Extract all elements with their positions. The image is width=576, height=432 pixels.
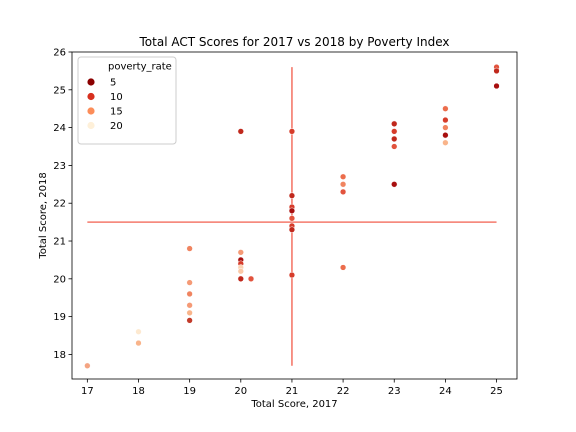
legend-frame [77, 56, 177, 145]
scatter-point [237, 128, 244, 135]
x-tick-label: 18 [132, 386, 145, 397]
legend-marker [87, 78, 95, 86]
y-tick-label: 24 [53, 123, 66, 134]
legend: poverty_rate 5 10 15 20 [77, 56, 177, 145]
scatter-point [186, 317, 193, 324]
x-tick-label: 22 [337, 386, 350, 397]
scatter-point [247, 275, 255, 282]
scatter-point [339, 264, 347, 271]
chart-title: Total ACT Scores for 2017 vs 2018 by Pov… [139, 35, 450, 49]
y-tick-label: 19 [53, 312, 66, 323]
scatter-point [339, 173, 347, 180]
scatter-point [237, 275, 244, 282]
scatter-point [288, 215, 296, 222]
scatter-point [339, 181, 347, 188]
scatter-point [442, 132, 449, 139]
scatter-point [288, 226, 296, 233]
scatter-point [186, 290, 193, 298]
plot-area: 17 18 19 20 21 22 23 24 25 18 19 20 21 22 23 24 25 26 [53, 48, 518, 397]
scatter-point [391, 128, 398, 135]
scatter-point [442, 139, 449, 146]
legend-marker [87, 107, 95, 115]
legend-label: 15 [110, 107, 123, 118]
scatter-point [391, 143, 398, 150]
y-axis-label: Total Score, 2018 [38, 172, 49, 259]
x-tick-label: 24 [439, 386, 452, 397]
scatter-point [237, 249, 244, 256]
scatter-point [288, 128, 296, 135]
axes-frame [71, 51, 518, 380]
scatter-point [135, 328, 142, 335]
y-tick-label: 21 [53, 237, 66, 248]
legend-label: 10 [110, 92, 123, 103]
scatter-point [237, 268, 244, 275]
scatter-point [391, 181, 398, 188]
y-tick-label: 26 [53, 48, 66, 59]
scatter-point [391, 120, 398, 127]
legend-label: 5 [110, 78, 116, 89]
scatter-point [288, 271, 296, 279]
scatter-point [186, 302, 193, 309]
scatter-point [442, 124, 449, 131]
x-tick-label: 20 [234, 386, 247, 397]
scatter-point [186, 279, 193, 286]
x-tick-label: 17 [81, 386, 94, 397]
scatter-point [493, 82, 500, 90]
scatter-point [84, 362, 91, 369]
legend-marker [87, 121, 95, 130]
y-tick-label: 22 [53, 199, 66, 210]
y-tick-label: 20 [53, 274, 66, 285]
scatter-point [186, 309, 193, 316]
legend-label: 20 [110, 121, 123, 132]
scatter-point [442, 116, 449, 124]
x-tick-label: 19 [183, 386, 196, 397]
x-tick-label: 25 [490, 386, 503, 397]
y-tick-label: 23 [53, 161, 66, 172]
legend-title: poverty_rate [108, 62, 172, 73]
scatter-point [288, 192, 296, 199]
scatter-point [391, 135, 398, 143]
scatter-point [135, 339, 142, 347]
scatter-point [339, 188, 347, 196]
scatter-point [493, 67, 500, 75]
y-tick-label: 25 [53, 85, 66, 96]
scatter-point [186, 245, 193, 252]
legend-marker [87, 92, 95, 101]
x-tick-label: 23 [388, 386, 401, 397]
y-tick-label: 18 [53, 350, 66, 361]
x-tick-label: 21 [286, 386, 299, 397]
scatter-point [442, 105, 449, 112]
scatter-point [288, 207, 296, 214]
x-axis-label: Total Score, 2017 [250, 399, 337, 410]
